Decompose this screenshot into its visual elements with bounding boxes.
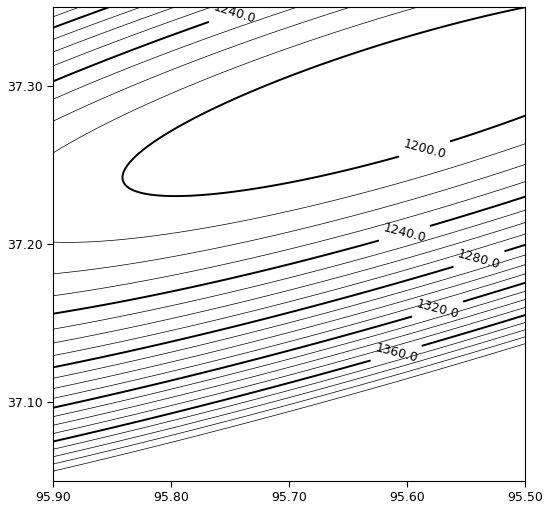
Text: 1280.0: 1280.0 — [456, 247, 502, 271]
Text: 1240.0: 1240.0 — [211, 1, 257, 26]
Text: 1240.0: 1240.0 — [382, 221, 427, 245]
Text: 1320.0: 1320.0 — [415, 297, 460, 321]
Text: 1360.0: 1360.0 — [373, 341, 419, 365]
Text: 1200.0: 1200.0 — [402, 137, 447, 161]
